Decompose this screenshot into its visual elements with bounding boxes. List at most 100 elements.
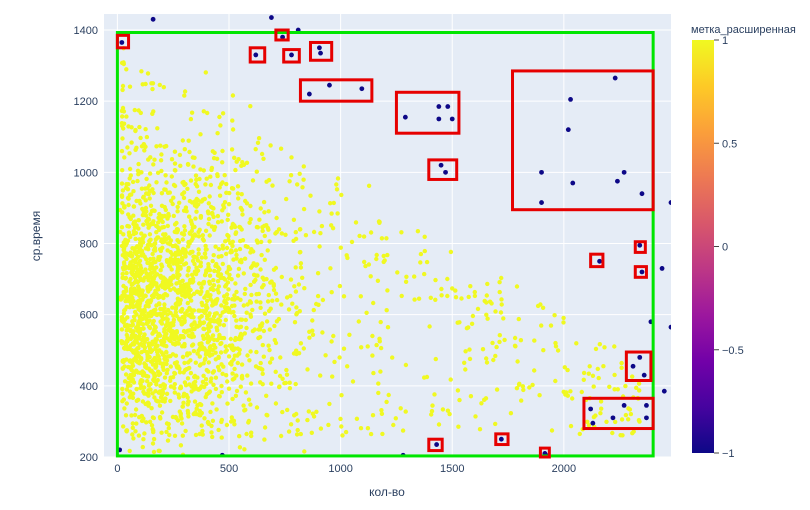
normal-point [144, 176, 149, 182]
normal-point [585, 419, 590, 424]
normal-point [129, 254, 135, 259]
normal-point [179, 255, 185, 261]
normal-point [479, 401, 484, 406]
normal-point [353, 220, 359, 225]
normal-point [311, 229, 317, 235]
normal-point [129, 140, 134, 145]
normal-point [201, 168, 206, 173]
anomaly-point [630, 363, 636, 369]
outer-range-box [115, 31, 655, 458]
normal-point [119, 341, 125, 346]
normal-point [216, 427, 221, 433]
normal-point [381, 253, 386, 259]
normal-point [162, 305, 167, 311]
normal-point [136, 218, 141, 223]
normal-point [222, 294, 227, 299]
normal-point [121, 424, 126, 429]
normal-point [121, 359, 126, 365]
normal-point [129, 125, 134, 130]
anomaly-point [639, 191, 645, 197]
normal-point [334, 187, 340, 192]
normal-point [338, 416, 343, 422]
normal-point [315, 293, 321, 299]
normal-point [143, 293, 148, 299]
normal-point [196, 229, 201, 235]
normal-point [144, 420, 149, 425]
highlight-box [274, 28, 290, 42]
normal-point [207, 353, 212, 358]
normal-point [340, 433, 345, 438]
normal-point [477, 427, 483, 432]
normal-point [259, 239, 264, 245]
normal-point [187, 305, 192, 311]
normal-point [216, 320, 221, 325]
normal-point [329, 211, 334, 216]
normal-point [129, 296, 134, 301]
normal-point [164, 180, 169, 185]
normal-point [208, 297, 213, 302]
normal-point [142, 431, 147, 436]
normal-point [298, 227, 303, 232]
normal-point [344, 253, 349, 258]
normal-point [213, 263, 218, 269]
normal-point [136, 298, 141, 304]
normal-point [183, 383, 189, 388]
normal-point [207, 273, 213, 278]
normal-point [179, 287, 184, 292]
normal-point [619, 365, 624, 370]
normal-point [170, 352, 176, 357]
normal-point [422, 271, 427, 277]
normal-point [448, 249, 454, 255]
normal-point [151, 449, 157, 455]
normal-point [489, 301, 494, 306]
normal-point [181, 208, 187, 213]
normal-point [154, 144, 159, 149]
normal-point [455, 388, 461, 393]
normal-point [255, 262, 260, 267]
normal-point [120, 210, 125, 215]
normal-point [234, 289, 239, 295]
normal-point [280, 409, 285, 415]
normal-point [494, 344, 499, 350]
normal-point [201, 326, 206, 331]
normal-point [199, 199, 204, 204]
normal-point [204, 305, 209, 310]
normal-point [211, 156, 217, 161]
normal-point [196, 202, 201, 207]
normal-point [532, 368, 537, 373]
normal-point [173, 414, 178, 420]
normal-point [311, 307, 316, 313]
normal-point [180, 433, 185, 438]
normal-point [143, 81, 148, 87]
normal-point [309, 430, 314, 435]
normal-point [233, 248, 239, 253]
normal-point [154, 281, 159, 286]
normal-point [120, 87, 125, 93]
normal-point [152, 241, 157, 247]
normal-point [303, 233, 309, 238]
normal-point [131, 204, 136, 209]
normal-point [240, 160, 245, 165]
normal-point [393, 416, 398, 421]
normal-point [260, 371, 265, 376]
normal-point [403, 279, 409, 284]
normal-point [259, 252, 264, 258]
normal-point [493, 353, 498, 359]
normal-point [177, 370, 183, 375]
normal-point [154, 337, 159, 342]
normal-point [216, 247, 222, 252]
normal-point [124, 251, 129, 256]
normal-point [131, 189, 136, 194]
normal-point [261, 277, 267, 282]
normal-point [484, 356, 489, 361]
normal-point [226, 287, 231, 292]
normal-point [150, 260, 156, 265]
normal-point [167, 259, 172, 265]
normal-point [204, 298, 210, 304]
normal-point [232, 366, 237, 372]
normal-point [158, 395, 164, 400]
normal-point [237, 246, 243, 252]
normal-point [232, 155, 237, 160]
normal-point [209, 165, 215, 171]
